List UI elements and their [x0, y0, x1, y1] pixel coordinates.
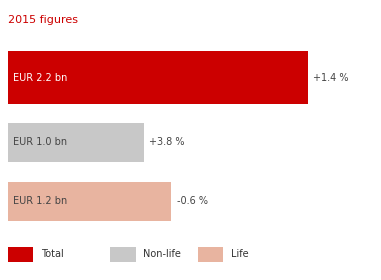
Text: +3.8 %: +3.8 % [149, 137, 185, 147]
Text: Total: Total [40, 249, 63, 259]
Text: Non-life: Non-life [143, 249, 181, 259]
Text: +1.4 %: +1.4 % [313, 73, 349, 83]
Text: -0.6 %: -0.6 % [177, 196, 208, 206]
FancyBboxPatch shape [8, 247, 33, 262]
Text: EUR 1.2 bn: EUR 1.2 bn [13, 196, 67, 206]
FancyBboxPatch shape [198, 247, 223, 262]
FancyBboxPatch shape [110, 247, 136, 262]
Text: EUR 2.2 bn: EUR 2.2 bn [13, 73, 67, 83]
Text: 2015 figures: 2015 figures [8, 15, 78, 25]
FancyBboxPatch shape [8, 123, 144, 162]
Text: Life: Life [231, 249, 248, 259]
Text: EUR 1.0 bn: EUR 1.0 bn [13, 137, 67, 147]
FancyBboxPatch shape [8, 182, 171, 221]
FancyBboxPatch shape [8, 51, 307, 104]
